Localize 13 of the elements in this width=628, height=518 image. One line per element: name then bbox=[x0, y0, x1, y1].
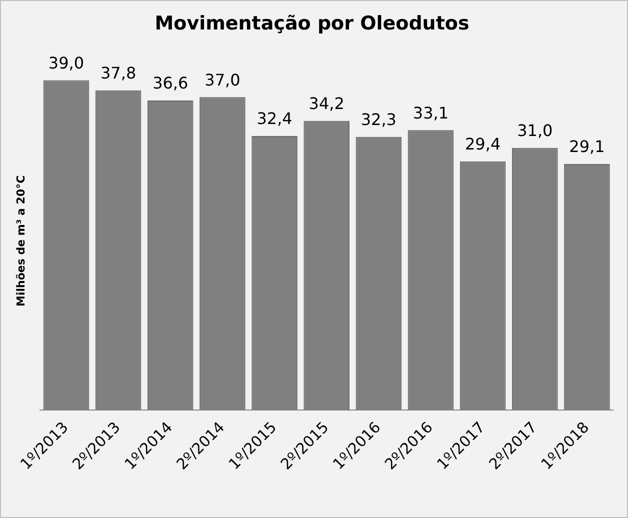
data-label: 37,8 bbox=[100, 64, 136, 83]
data-label: 37,0 bbox=[204, 70, 240, 90]
data-label: 29,4 bbox=[465, 134, 501, 154]
chart-title: Movimentação por Oleodutos bbox=[154, 12, 470, 34]
data-label: 36,6 bbox=[152, 74, 188, 93]
data-label: 32,4 bbox=[256, 109, 292, 128]
data-label: 34,2 bbox=[308, 94, 344, 113]
data-label: 29,1 bbox=[569, 137, 605, 156]
data-label: 31,0 bbox=[517, 121, 553, 140]
data-label: 39,0 bbox=[48, 53, 84, 72]
data-label: 33,1 bbox=[412, 103, 449, 122]
y-axis-title: Milhões de m³ a 20°C bbox=[14, 175, 28, 306]
data-label: 32,3 bbox=[360, 110, 396, 130]
